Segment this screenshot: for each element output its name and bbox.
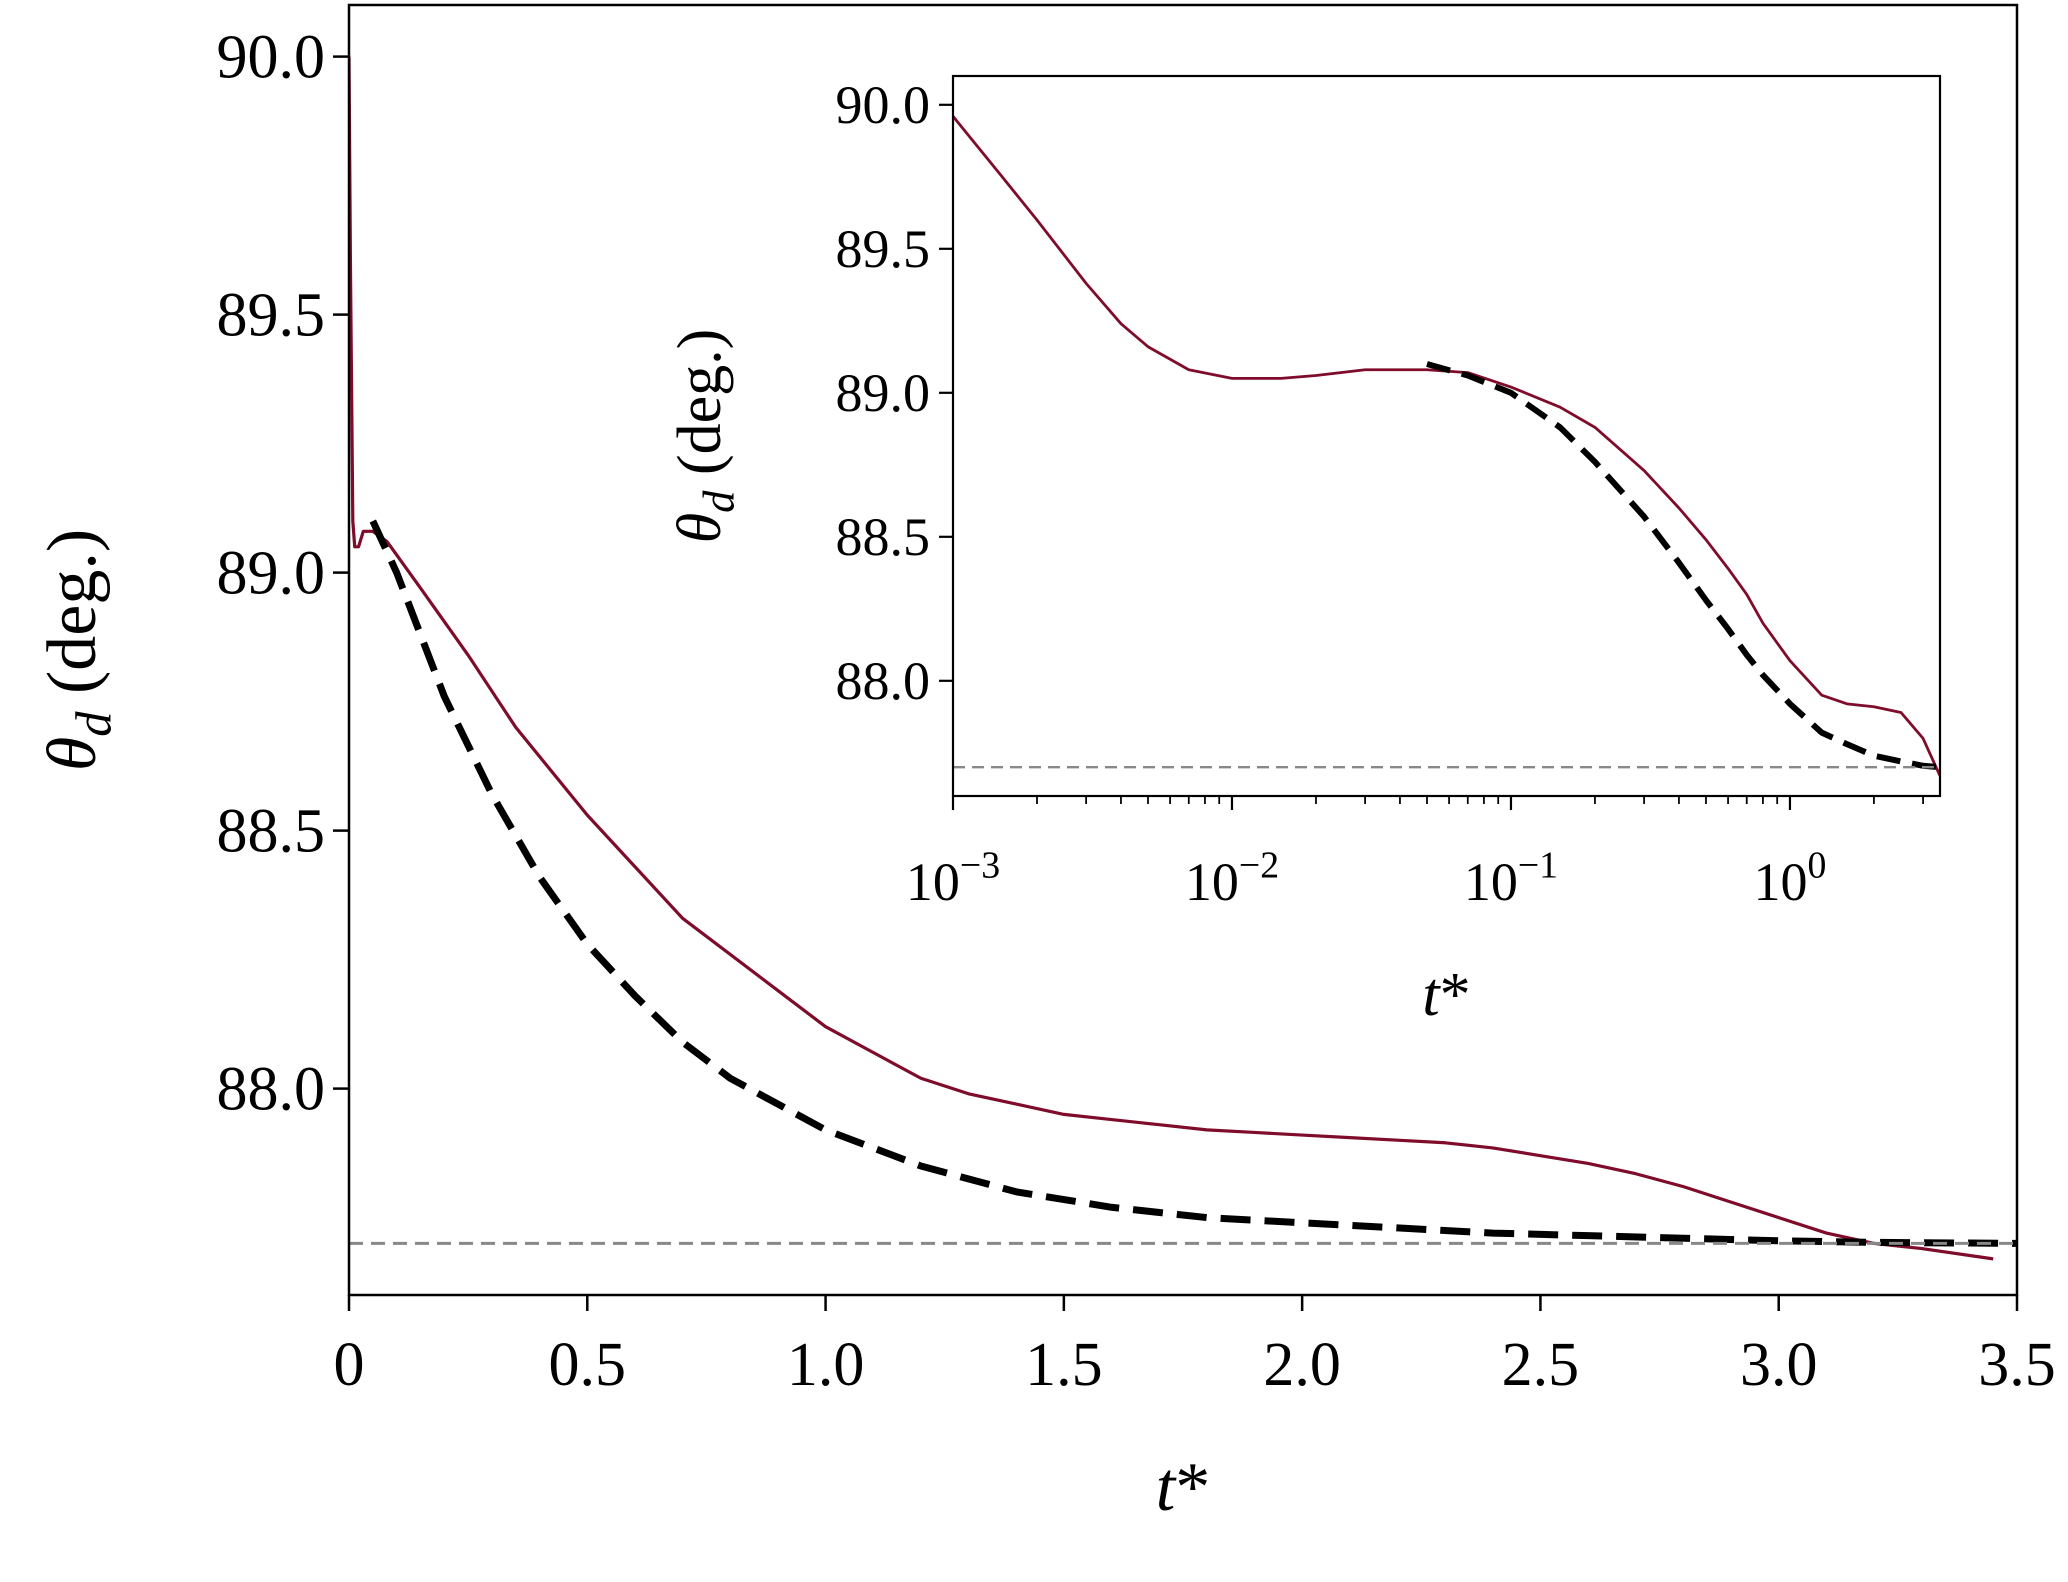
- model-curve: [369, 519, 2017, 1247]
- x-tick-label: 3.5: [1978, 1331, 2056, 1399]
- model-curve: [1426, 361, 1940, 771]
- x-tick-label: 10−3: [906, 844, 1000, 912]
- y-tick-label: 89.5: [836, 219, 931, 279]
- x-tick-label: 1.5: [1025, 1331, 1103, 1399]
- plot-frame: [951, 74, 1942, 798]
- y-tick-label: 88.0: [836, 651, 931, 711]
- x-tick-label: 0.5: [549, 1331, 627, 1399]
- x-tick-label: 10−1: [1464, 844, 1558, 912]
- inset-plot: 10−3 10−2 10−1 100 88.0 88.5 89.0 89.5 90.0 t* θd …: [666, 74, 1942, 1029]
- x-tick-label: 10−2: [1185, 844, 1279, 912]
- simulation-curve: [953, 115, 1940, 777]
- x-axis-label: t*: [1156, 1449, 1210, 1526]
- x-tick-label: 1.0: [787, 1331, 865, 1399]
- x-tick-label: 100: [1754, 844, 1827, 912]
- x-tick-label: 2.0: [1263, 1331, 1341, 1399]
- y-tick-label: 88.0: [217, 1056, 326, 1124]
- y-tick-label: 90.0: [217, 24, 326, 92]
- y-tick-label: 89.0: [836, 363, 931, 423]
- y-tick-label: 88.5: [217, 798, 326, 866]
- plot-frame: [347, 3, 2019, 1297]
- plot-area: [953, 115, 1940, 777]
- x-tick-label: 0: [334, 1331, 365, 1399]
- y-axis-label: θd (deg.): [666, 329, 744, 544]
- inset-background: [953, 76, 1940, 796]
- y-axis-label: θd (deg.): [34, 529, 121, 771]
- plot-area: [349, 56, 2017, 1261]
- y-tick-label: 88.5: [836, 507, 931, 567]
- y-tick-label: 89.0: [217, 540, 326, 608]
- x-tick-label: 3.0: [1740, 1331, 1818, 1399]
- y-tick-label: 90.0: [836, 75, 931, 135]
- main-plot: 0 0.5 1.0 1.5 2.0 2.5 3.0 3.5 88.0 88.5 89.0 89.5 90…: [34, 3, 2056, 1526]
- x-tick-label: 2.5: [1502, 1331, 1580, 1399]
- x-axis-label: t*: [1422, 961, 1470, 1029]
- y-tick-label: 89.5: [217, 282, 326, 350]
